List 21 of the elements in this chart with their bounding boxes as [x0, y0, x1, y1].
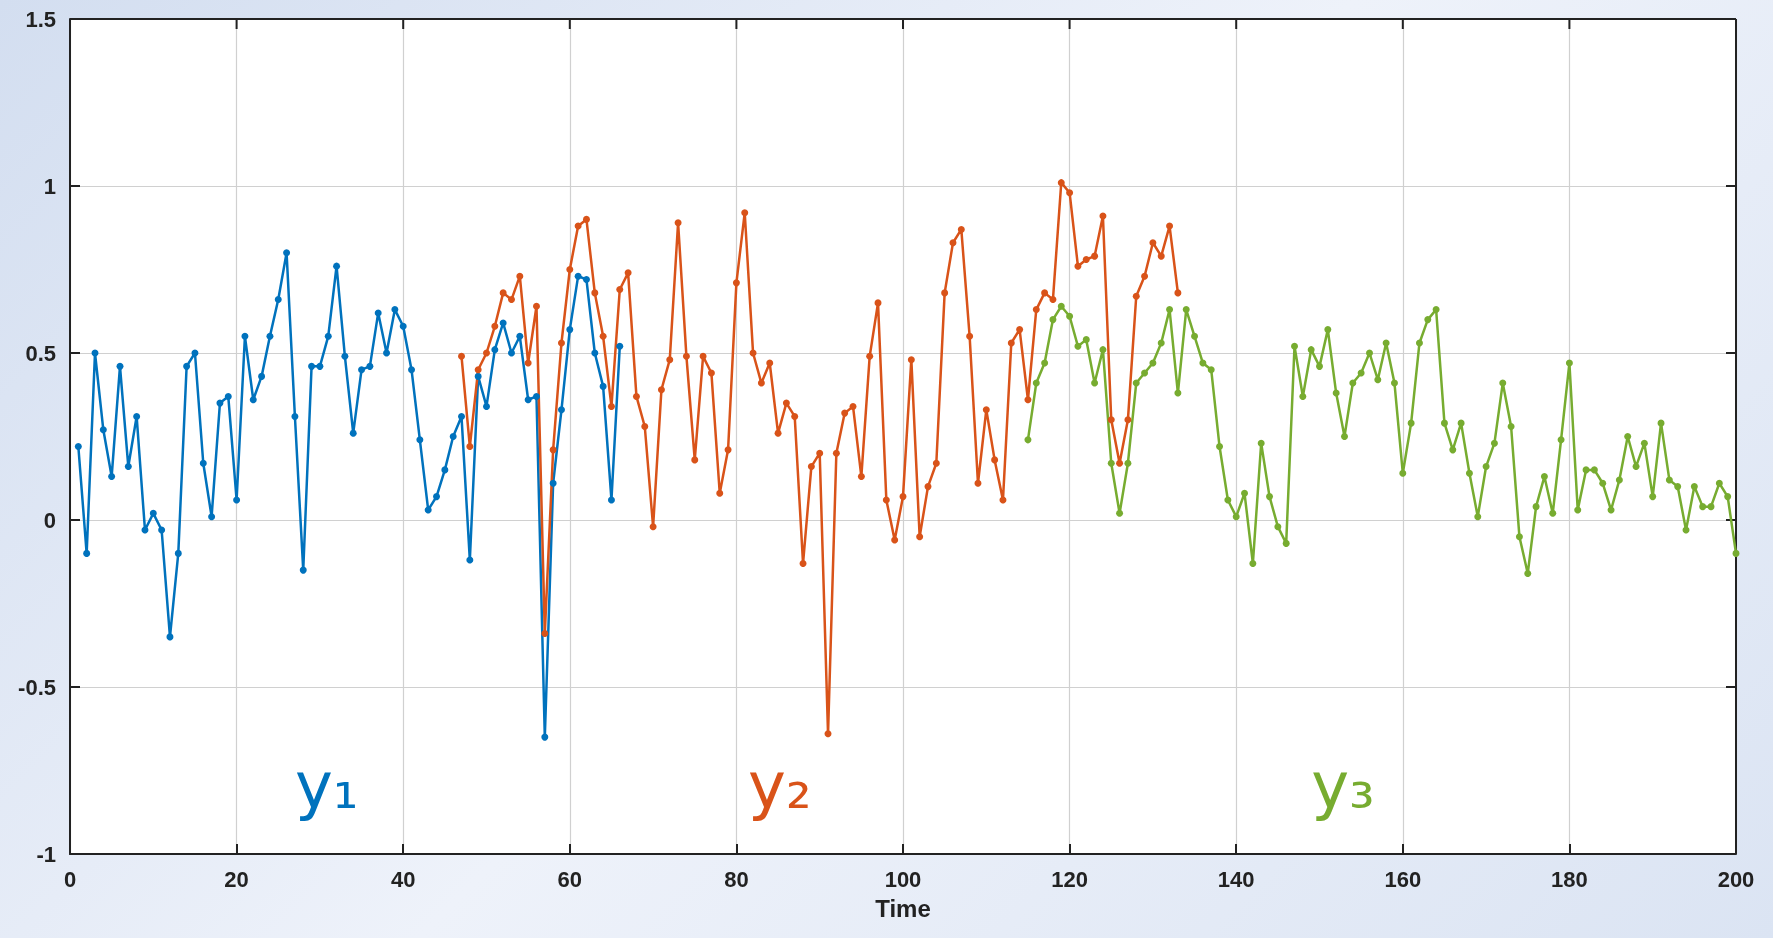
- y-tick-label: 1: [43, 173, 56, 199]
- x-tick-label: 80: [724, 866, 749, 892]
- y-tick-label: 0.5: [25, 340, 56, 366]
- y-tick-label: -0.5: [18, 674, 56, 700]
- x-tick-label: 40: [390, 866, 416, 892]
- y-tick-label: 1.5: [25, 6, 56, 32]
- x-tick-label: 0: [63, 866, 77, 892]
- x-tick-label: 200: [1717, 866, 1755, 892]
- x-tick-label: 20: [224, 866, 249, 892]
- x-tick-label: 100: [884, 866, 922, 892]
- y-tick-label: 0: [43, 507, 56, 533]
- x-tick-label: 60: [557, 866, 583, 892]
- text: y₃: [1311, 748, 1375, 823]
- series-label: y₂: [748, 748, 812, 823]
- x-axis-title: Time: [875, 894, 931, 922]
- x-tick-label: 160: [1384, 866, 1422, 892]
- y-tick-label: -1: [36, 841, 56, 867]
- x-tick-label: 120: [1051, 866, 1088, 892]
- text: y₁: [294, 748, 359, 823]
- x-tick-label: 140: [1217, 866, 1255, 892]
- x-tick-label: 180: [1551, 866, 1588, 892]
